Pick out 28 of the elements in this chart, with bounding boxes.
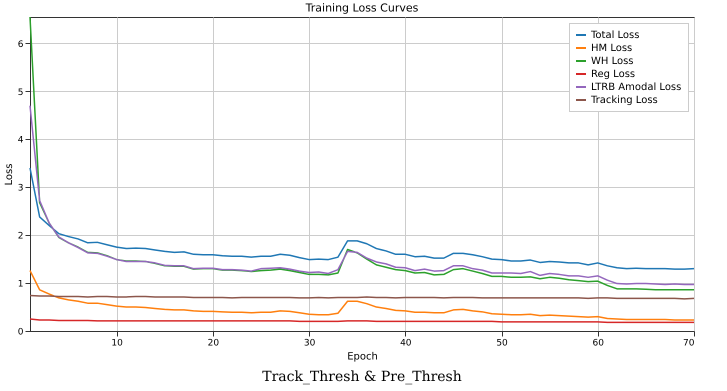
legend-label: HM Loss	[591, 43, 632, 54]
legend-label: LTRB Amodal Loss	[591, 82, 682, 93]
text: Track_Thresh & Pre_Thresh	[262, 369, 462, 385]
x-tick-label: 50	[496, 338, 508, 348]
line-series	[29, 16, 695, 291]
y-tick-label: 5	[18, 88, 24, 98]
x-tick-label: 70	[683, 338, 695, 348]
line-series	[29, 270, 695, 321]
line-series	[29, 167, 695, 270]
y-tick-label: 0	[18, 328, 24, 338]
y-tick-label: 4	[18, 136, 24, 146]
legend-label: Tracking Loss	[590, 95, 658, 106]
legend-label: WH Loss	[591, 56, 634, 67]
chart-title: Training Loss Curves	[304, 1, 419, 14]
y-tick-label: 1	[18, 280, 24, 290]
line-series	[29, 104, 695, 286]
x-axis-title: Epoch	[347, 352, 378, 362]
y-axis-title: Loss	[4, 164, 15, 186]
legend-label: Reg Loss	[591, 69, 636, 80]
x-tick-label: 20	[208, 338, 220, 348]
legend-label: Total Loss	[590, 30, 640, 41]
y-tick-label: 2	[18, 232, 24, 242]
x-tick-label: 60	[592, 338, 604, 348]
y-tick-label: 6	[18, 40, 24, 50]
y-tick-label: 3	[18, 184, 24, 194]
x-tick-label: 10	[111, 338, 124, 348]
x-tick-label: 30	[304, 338, 316, 348]
x-tick-label: 40	[400, 338, 412, 348]
